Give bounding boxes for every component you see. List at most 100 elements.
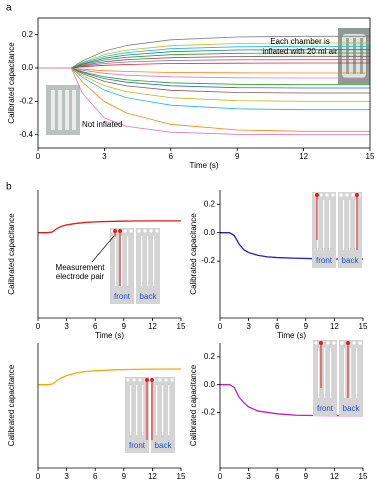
electrode-dot	[352, 341, 356, 345]
x-tick-label: 0	[218, 322, 223, 331]
electrode-dot	[319, 193, 323, 197]
electrode-strip	[136, 385, 138, 435]
electrode-strip	[153, 236, 155, 286]
electrode-strip	[168, 385, 170, 435]
electrode-strip	[121, 236, 123, 286]
electrode-inset	[313, 340, 363, 416]
y-axis-label: Calibrated capacitance	[7, 213, 16, 295]
electrode-dot	[325, 193, 329, 197]
photo-not-inflated	[46, 85, 80, 135]
electrode-strip	[324, 348, 326, 398]
y-tick-label: -0.2	[19, 96, 33, 105]
electrode-dot	[332, 341, 336, 345]
y-tick-label: 0.2	[22, 30, 34, 39]
x-tick-label: 9	[304, 472, 309, 480]
annotation: Not inflated	[82, 120, 122, 129]
x-tick-label: 15	[177, 472, 186, 480]
x-tick-label: 15	[177, 322, 186, 331]
electrode-dot	[126, 378, 130, 382]
panel-label: b	[6, 182, 12, 193]
x-tick-label: 6	[275, 472, 280, 480]
electrode-dot	[132, 378, 136, 382]
electrode-inset	[125, 377, 175, 453]
electrode-pin-head	[113, 229, 117, 233]
data-line	[38, 67, 370, 79]
x-axis-label: Time (s)	[189, 161, 218, 170]
electrode-strip	[115, 236, 117, 286]
x-axis-label: Time (s)	[95, 331, 124, 340]
inset-label: back	[342, 256, 360, 265]
electrode-strip	[356, 348, 358, 398]
data-line	[38, 62, 370, 69]
x-tick-label: 15	[366, 152, 375, 161]
x-tick-label: 6	[169, 152, 174, 161]
electrode-strip	[141, 236, 143, 286]
inset-label: front	[316, 256, 333, 265]
electrode-dot	[339, 193, 343, 197]
x-tick-label: 3	[102, 152, 107, 161]
y-tick-label: 0.0	[22, 63, 34, 72]
electrode-pin-head	[355, 193, 359, 197]
annotation: Measurement	[56, 263, 106, 272]
data-line	[38, 67, 370, 136]
annotation: electrode pair	[56, 272, 105, 281]
electrode-pin-head	[145, 378, 149, 382]
electrode-dot	[137, 229, 141, 233]
y-tick-label: 0.0	[204, 228, 216, 237]
annotation: Each chamber is	[270, 37, 330, 46]
x-tick-label: 6	[275, 322, 280, 331]
x-tick-label: 12	[148, 322, 157, 331]
electrode-strip	[317, 200, 319, 250]
electrode-strip	[343, 200, 345, 250]
data-line	[38, 220, 181, 234]
data-line	[38, 67, 370, 111]
electrode-dot	[129, 229, 133, 233]
annotation-arrow	[91, 235, 115, 263]
electrode-dot	[351, 193, 355, 197]
electrode-strip	[329, 200, 331, 250]
data-line	[38, 35, 370, 69]
y-tick-label: -0.2	[201, 256, 215, 265]
x-tick-label: 15	[359, 472, 368, 480]
electrode-pin-head	[118, 229, 122, 233]
inset-label: front	[129, 441, 146, 450]
electrode-strip	[318, 348, 320, 398]
electrode-dot	[331, 193, 335, 197]
x-tick-label: 0	[36, 152, 41, 161]
x-tick-label: 9	[122, 322, 127, 331]
x-tick-label: 12	[330, 472, 339, 480]
electrode-inset	[312, 192, 362, 268]
electrode-strip	[350, 348, 352, 398]
electrode-strip	[156, 385, 158, 435]
data-line	[38, 67, 370, 94]
x-tick-label: 0	[36, 322, 41, 331]
electrode-dot	[164, 378, 168, 382]
electrode-dot	[345, 193, 349, 197]
x-tick-label: 9	[122, 472, 127, 480]
inset-label: front	[317, 404, 334, 413]
x-axis-label: Time (s)	[277, 331, 306, 340]
y-tick-label: -0.2	[201, 408, 215, 417]
data-line	[38, 67, 370, 86]
plot-frame	[37, 17, 371, 149]
x-tick-label: 9	[304, 322, 309, 331]
y-axis-label: Calibrated capacitance	[189, 364, 198, 446]
y-axis-label: Calibrated capacitance	[7, 364, 16, 446]
x-tick-label: 12	[148, 472, 157, 480]
electrode-strip	[147, 236, 149, 286]
x-tick-label: 3	[246, 322, 251, 331]
electrode-strip	[127, 236, 129, 286]
x-tick-label: 9	[235, 152, 240, 161]
x-tick-label: 3	[64, 472, 69, 480]
electrode-dot	[358, 341, 362, 345]
y-tick-label: 0.0	[204, 380, 216, 389]
y-axis-label: Calibrated capacitance	[189, 213, 198, 295]
electrode-dot	[326, 341, 330, 345]
inset-label: back	[140, 292, 158, 301]
data-line	[38, 67, 370, 74]
electrode-pin-head	[346, 341, 350, 345]
y-axis-label: Calibrated capacitance	[7, 42, 16, 124]
x-tick-label: 12	[330, 322, 339, 331]
x-tick-label: 6	[93, 472, 98, 480]
